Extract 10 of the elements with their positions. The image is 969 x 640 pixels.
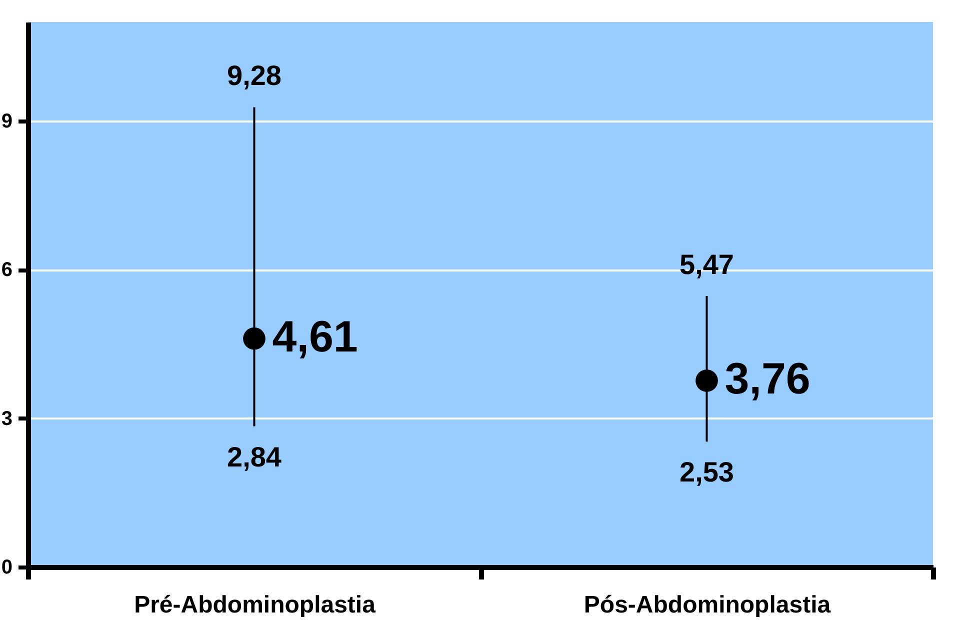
- annotation: 9,28: [227, 60, 282, 92]
- y-tick-label: 0: [1, 556, 12, 578]
- y-tick-label: 3: [1, 408, 12, 430]
- annotation: 5,47: [680, 248, 734, 280]
- y-tick-label: 9: [1, 110, 12, 133]
- y-tick-label: 6: [1, 259, 12, 282]
- annotation: 2,53: [680, 456, 734, 488]
- data-label: 4,61: [272, 312, 358, 362]
- annotation: 2,84: [227, 441, 282, 472]
- data-label: 3,76: [724, 354, 810, 404]
